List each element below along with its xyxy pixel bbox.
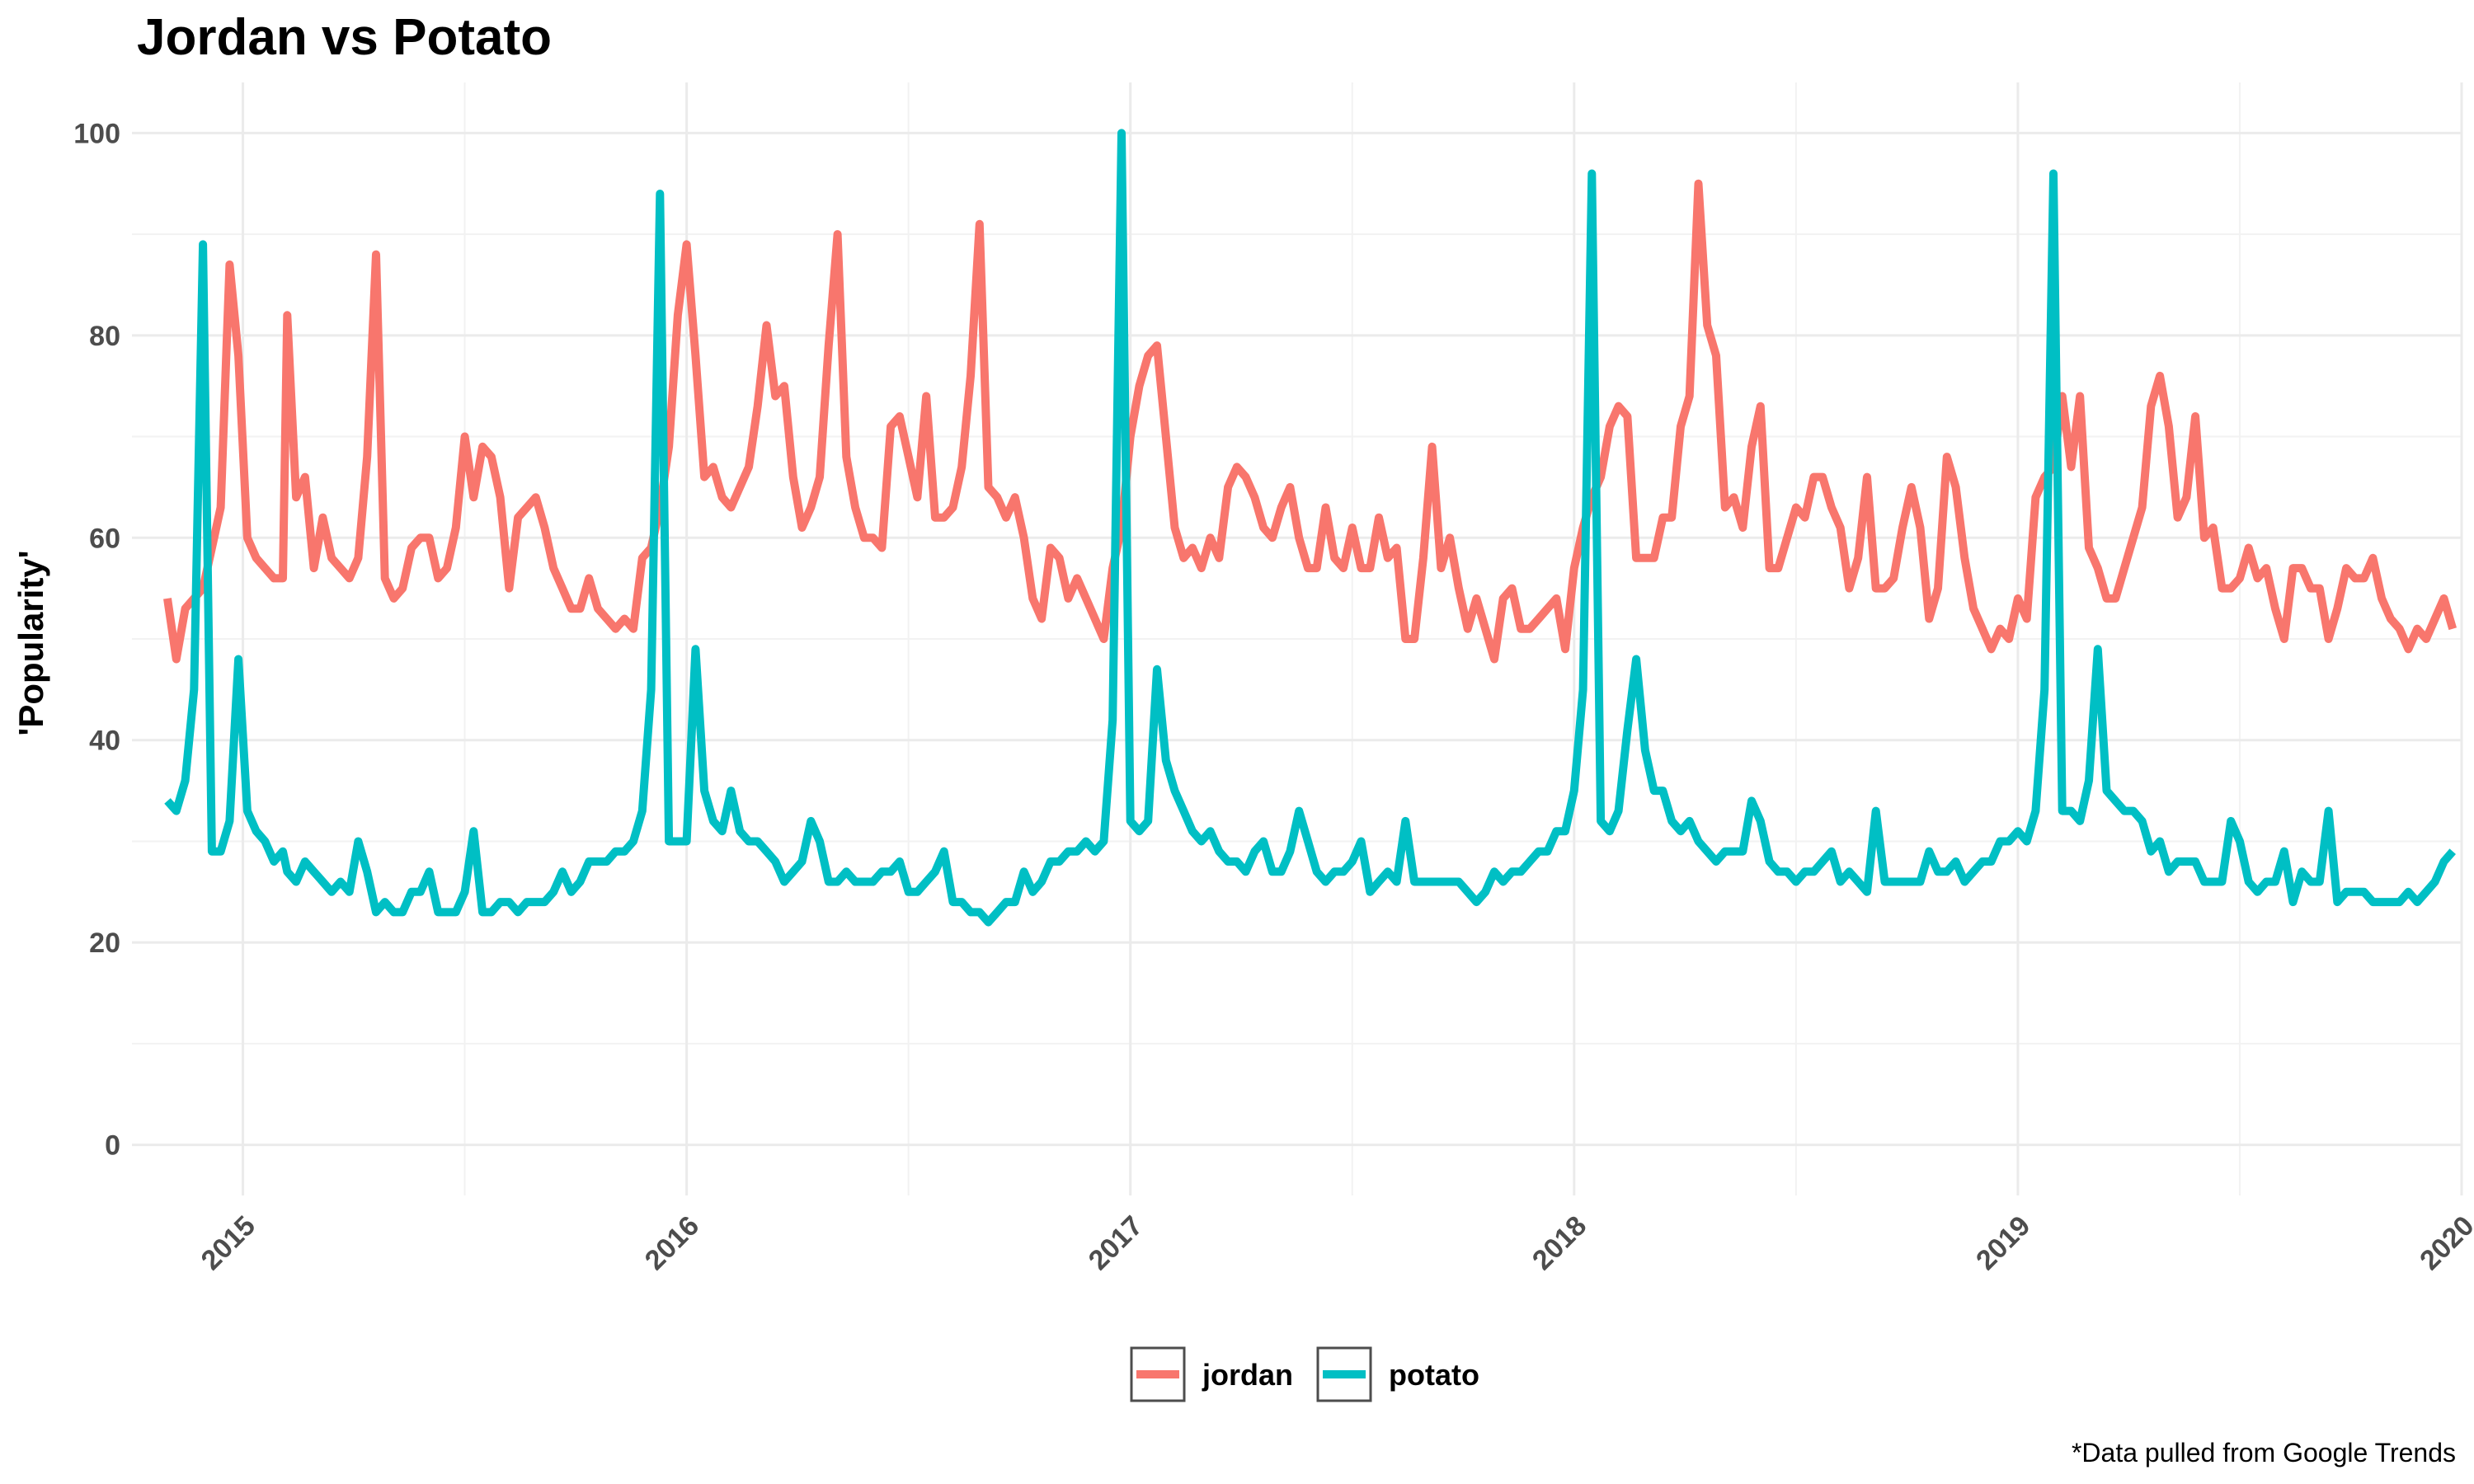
y-tick-label: 20 [89,928,120,959]
y-axis-label: 'Popularity' [12,550,50,735]
y-tick-label: 80 [89,321,120,352]
y-axis-ticks: 0 20 40 60 80 100 [73,118,120,1161]
y-tick-label: 0 [105,1130,120,1162]
chart-title: Jordan vs Potato [137,9,552,66]
legend-item-potato: potato [1316,1346,1479,1402]
y-tick-label: 100 [73,118,120,149]
y-tick-label: 60 [89,523,120,554]
series-lines [163,129,2458,927]
legend-label-jordan: jordan [1202,1358,1293,1392]
legend: jordan potato [1130,1346,1479,1402]
y-tick-label: 40 [89,726,120,757]
legend-label-potato: potato [1389,1358,1479,1392]
series-line-potato [164,129,2456,927]
chart-caption: *Data pulled from Google Trends [2072,1438,2456,1468]
legend-item-jordan: jordan [1130,1346,1293,1402]
series-line-jordan [163,179,2458,664]
